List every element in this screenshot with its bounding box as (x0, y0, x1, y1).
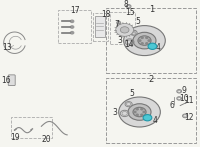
Text: 2: 2 (149, 75, 154, 84)
Text: 1: 1 (149, 5, 154, 14)
Circle shape (139, 40, 141, 41)
Text: 20: 20 (42, 135, 51, 144)
Circle shape (133, 32, 156, 49)
Text: 13: 13 (2, 43, 12, 52)
Bar (11, 117, 52, 138)
Bar (110, 12, 135, 44)
Text: 18: 18 (101, 10, 111, 19)
FancyBboxPatch shape (8, 75, 15, 86)
Text: 3: 3 (118, 36, 123, 45)
Circle shape (136, 114, 138, 116)
Bar (95, 16, 105, 37)
Text: 3: 3 (113, 107, 118, 117)
Circle shape (119, 97, 160, 127)
Circle shape (146, 43, 148, 44)
Circle shape (128, 104, 151, 120)
Text: 6: 6 (169, 101, 174, 110)
Text: 17: 17 (71, 6, 80, 15)
Circle shape (143, 115, 152, 121)
Circle shape (146, 37, 148, 39)
Text: 12: 12 (184, 112, 193, 122)
Circle shape (71, 20, 74, 22)
Circle shape (143, 111, 145, 113)
Text: 11: 11 (184, 96, 193, 105)
Bar (106, 78, 196, 143)
Text: 10: 10 (179, 94, 189, 103)
Circle shape (141, 114, 143, 116)
Text: 9: 9 (181, 86, 186, 95)
Circle shape (71, 32, 74, 34)
Circle shape (141, 108, 143, 110)
Circle shape (134, 111, 136, 113)
Text: 8: 8 (124, 0, 129, 9)
Text: 4: 4 (156, 43, 161, 52)
Text: 16: 16 (1, 76, 10, 85)
Circle shape (116, 23, 134, 36)
Circle shape (133, 107, 146, 117)
Circle shape (141, 43, 143, 44)
Text: 5: 5 (135, 17, 140, 26)
Circle shape (148, 43, 157, 49)
Text: 19: 19 (10, 133, 20, 142)
Text: 7: 7 (114, 20, 119, 29)
Text: 4: 4 (153, 116, 158, 125)
Bar (58, 10, 91, 44)
Text: 14: 14 (124, 40, 134, 49)
Circle shape (138, 36, 151, 45)
Circle shape (120, 27, 129, 33)
Bar (106, 8, 196, 74)
Text: 5: 5 (129, 89, 134, 98)
Circle shape (136, 108, 138, 110)
Bar (93, 13, 108, 41)
Circle shape (148, 40, 150, 41)
Circle shape (141, 37, 143, 39)
Circle shape (124, 26, 165, 56)
Circle shape (71, 26, 74, 28)
Text: 15: 15 (125, 8, 135, 17)
